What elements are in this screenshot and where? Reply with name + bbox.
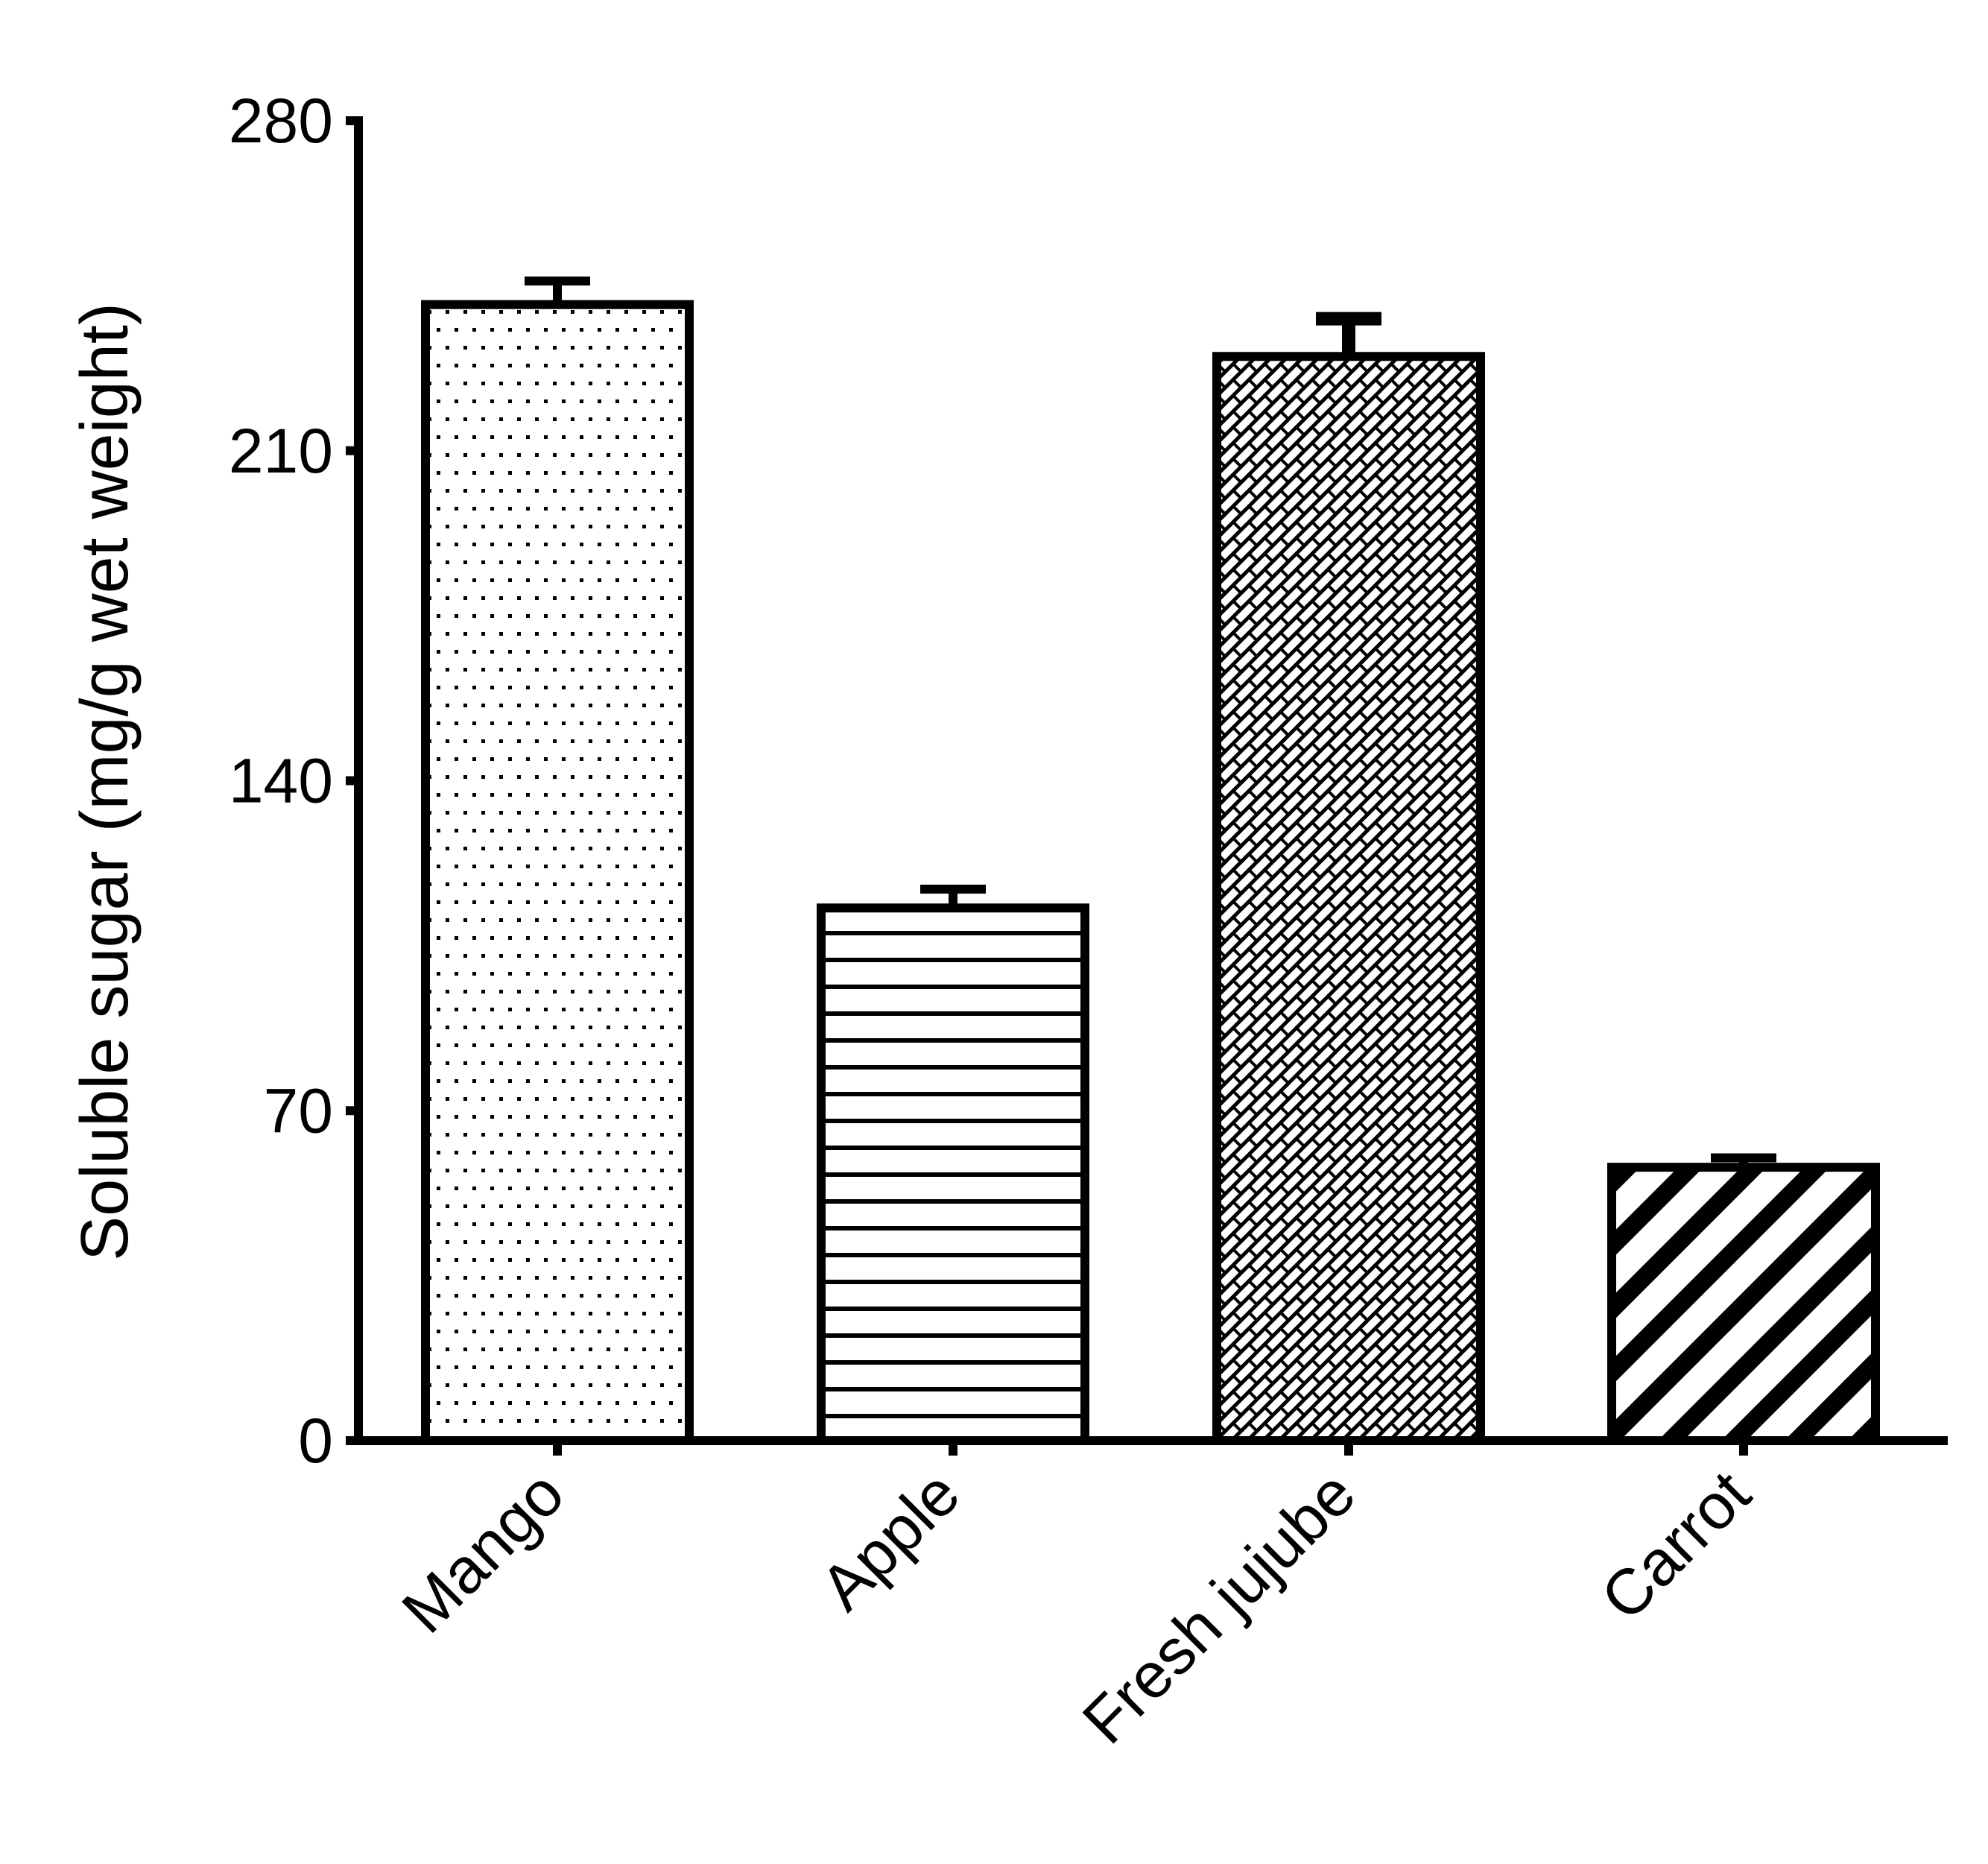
x-tick-fresh-jujube xyxy=(1344,1441,1353,1456)
x-label-apple: Apple xyxy=(807,1458,973,1624)
y-tick-label-0: 0 xyxy=(298,1406,333,1476)
y-tick-label-70: 70 xyxy=(264,1075,333,1146)
y-axis-ticks: 0 70 140 210 280 xyxy=(229,86,356,1476)
y-tick-label-210: 210 xyxy=(229,416,333,486)
y-tick-140 xyxy=(346,776,356,786)
x-tick-mango xyxy=(553,1441,562,1456)
x-tick-apple xyxy=(949,1441,957,1456)
x-label-carrot: Carrot xyxy=(1588,1457,1764,1634)
y-tick-label-140: 140 xyxy=(229,746,333,816)
y-axis-title: Soluble sugar (mg/g wet weight) xyxy=(68,303,142,1261)
x-axis-line xyxy=(346,1436,1948,1445)
error-bars-layer xyxy=(525,277,1776,1168)
error-bar-fresh-jujube xyxy=(1316,312,1381,357)
bar-fresh-jujube xyxy=(1212,352,1485,1445)
error-bar-mango xyxy=(525,277,590,305)
x-label-mango: Mango xyxy=(389,1458,578,1647)
bars-layer xyxy=(421,300,1880,1446)
x-axis: Mango Apple Fresh jujube Carrot xyxy=(346,1436,1948,1757)
y-tick-label-280: 280 xyxy=(229,86,333,156)
y-tick-210 xyxy=(346,446,356,455)
bar-carrot xyxy=(1607,1163,1880,1446)
bar-mango xyxy=(421,300,694,1445)
x-tick-carrot xyxy=(1739,1441,1748,1456)
y-axis: 0 70 140 210 280 xyxy=(229,86,363,1476)
error-bar-carrot xyxy=(1711,1153,1776,1168)
y-tick-280 xyxy=(346,116,356,125)
x-label-fresh-jujube: Fresh jujube xyxy=(1069,1458,1370,1758)
error-bar-apple xyxy=(920,884,986,909)
bar-apple xyxy=(817,903,1089,1445)
y-tick-70 xyxy=(346,1106,356,1116)
x-axis-ticks: Mango Apple Fresh jujube Carrot xyxy=(389,1441,1764,1757)
